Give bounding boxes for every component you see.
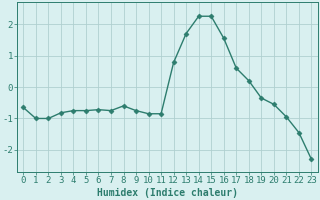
X-axis label: Humidex (Indice chaleur): Humidex (Indice chaleur) — [97, 188, 238, 198]
